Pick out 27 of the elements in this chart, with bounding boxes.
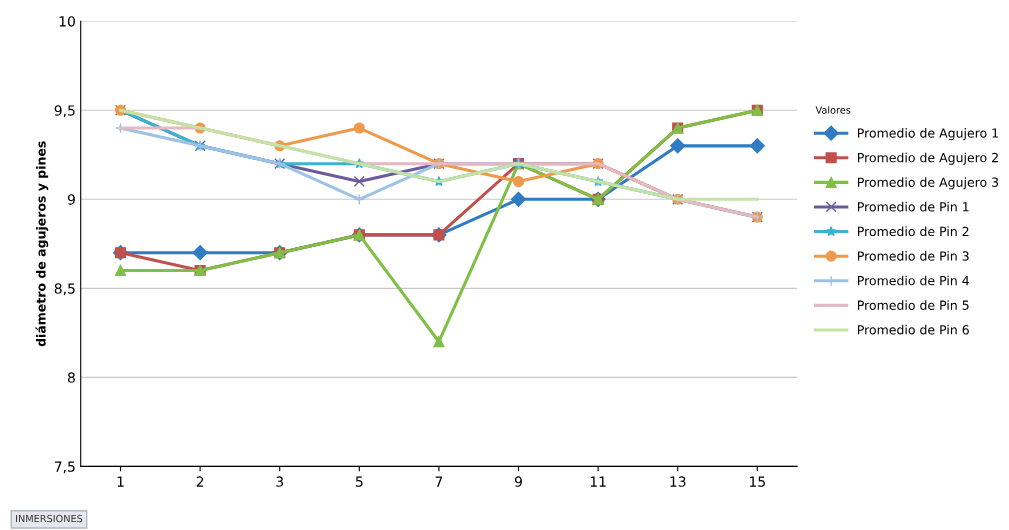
y-axis-title: diámetro de agujeros y pines — [35, 141, 49, 347]
legend-label: Promedio de Agujero 3 — [858, 177, 999, 190]
legend-label: Promedio de Pin 1 — [858, 201, 969, 212]
x-tick-label: 9 — [514, 476, 522, 487]
x-tick-label: 7 — [435, 476, 443, 487]
y-tick-label: 9 — [67, 194, 75, 205]
x-tick-label: 3 — [276, 476, 284, 487]
x-tick-label: 15 — [750, 476, 765, 487]
legend-label: Promedio de Agujero 2 — [858, 152, 998, 165]
legend-label: Promedio de Pin 6 — [858, 324, 969, 335]
x-tick-label: 2 — [196, 476, 204, 487]
legend-label: Promedio de Pin 5 — [858, 300, 969, 310]
y-tick-label: 7,5 — [54, 461, 75, 474]
legend-label: Promedio de Agujero 1 — [858, 128, 998, 141]
x-tick-label: 5 — [355, 476, 363, 487]
x-tick-label: 1 — [117, 476, 124, 487]
legend-label: Promedio de Pin 3 — [858, 251, 969, 261]
y-tick-label: 9,5 — [54, 105, 75, 118]
y-tick-label: 8,5 — [54, 283, 75, 296]
y-tick-label: 10 — [59, 16, 75, 27]
legend-label: Promedio de Pin 4 — [858, 275, 969, 286]
x-tick-label: 13 — [670, 476, 686, 487]
x-tick-label: 11 — [590, 476, 606, 487]
x-axis-title: INMERSIONES — [16, 514, 83, 523]
y-tick-label: 8 — [67, 372, 75, 383]
legend-title: Valores — [815, 106, 851, 114]
legend-label: Promedio de Pin 2 — [858, 226, 969, 237]
